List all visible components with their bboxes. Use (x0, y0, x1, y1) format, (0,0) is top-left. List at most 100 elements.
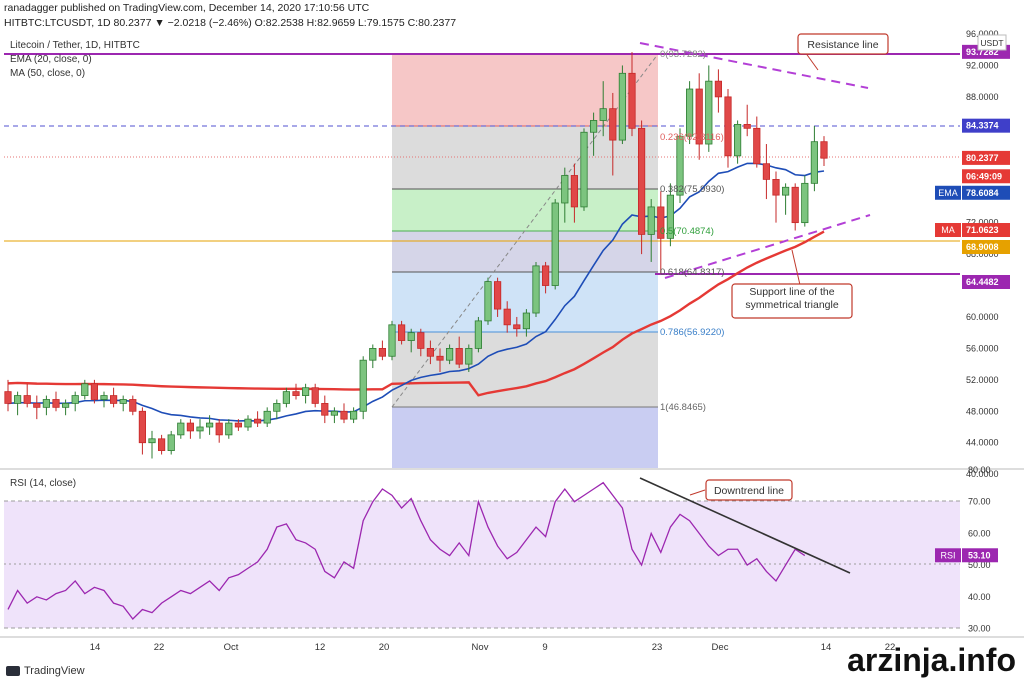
candle[interactable] (618, 65, 627, 145)
candle[interactable] (820, 136, 828, 167)
candle[interactable] (724, 89, 732, 168)
candle[interactable] (359, 356, 367, 420)
support-callout: Support line of the symmetrical triangle (731, 249, 853, 319)
candle[interactable] (196, 419, 204, 439)
candle[interactable] (734, 120, 742, 164)
candle[interactable] (474, 316, 483, 353)
candle[interactable] (292, 383, 300, 400)
candle[interactable] (110, 387, 118, 408)
candle[interactable] (436, 348, 444, 372)
candle[interactable] (561, 167, 569, 223)
candle[interactable] (301, 383, 310, 404)
candle[interactable] (253, 411, 262, 427)
candle[interactable] (705, 65, 713, 152)
candle[interactable] (407, 328, 415, 353)
candle[interactable] (513, 316, 521, 337)
candle[interactable] (138, 407, 146, 455)
candle[interactable] (186, 419, 194, 439)
candle[interactable] (782, 183, 790, 215)
candle[interactable] (590, 112, 598, 156)
candle[interactable] (801, 175, 809, 227)
candle[interactable] (23, 383, 31, 408)
candle[interactable] (330, 407, 339, 424)
candles[interactable] (4, 52, 828, 459)
triangle-upper-line[interactable] (639, 42, 869, 89)
candle[interactable] (225, 419, 233, 439)
candle[interactable] (426, 340, 435, 365)
candle[interactable] (570, 163, 579, 223)
candle[interactable] (33, 395, 41, 420)
candle[interactable] (417, 328, 425, 357)
candle[interactable] (369, 344, 377, 369)
candle[interactable] (263, 407, 271, 427)
candle[interactable] (340, 403, 348, 424)
candle[interactable] (503, 301, 511, 333)
candle[interactable] (177, 419, 185, 439)
candle[interactable] (628, 52, 636, 137)
tradingview-logo[interactable]: TradingView (6, 665, 85, 677)
candle[interactable] (666, 183, 675, 247)
candle[interactable] (676, 128, 684, 203)
candle[interactable] (484, 277, 492, 325)
candle[interactable] (599, 81, 607, 137)
candle[interactable] (129, 395, 137, 416)
candle[interactable] (647, 199, 655, 262)
candle-body (743, 123, 751, 129)
candle[interactable] (52, 391, 60, 412)
candle[interactable] (532, 261, 540, 317)
candle[interactable] (321, 395, 329, 424)
candle[interactable] (609, 92, 617, 176)
candle[interactable] (455, 336, 463, 369)
candle[interactable] (13, 391, 22, 416)
candle[interactable] (205, 415, 214, 435)
candle[interactable] (657, 191, 665, 274)
candle[interactable] (542, 261, 550, 294)
candle[interactable] (157, 434, 166, 455)
candle[interactable] (743, 104, 751, 137)
candle[interactable] (42, 395, 51, 416)
candle[interactable] (551, 199, 559, 290)
candle[interactable] (234, 419, 242, 431)
candle[interactable] (119, 395, 127, 412)
candle[interactable] (167, 430, 175, 455)
candle[interactable] (378, 340, 387, 361)
candle[interactable] (397, 320, 406, 345)
candle[interactable] (686, 81, 694, 145)
price-axis[interactable]: 96.000092.000088.000084.000080.000076.00… (935, 29, 1010, 479)
candle[interactable] (465, 344, 473, 372)
downtrend-line[interactable] (639, 477, 851, 574)
triangle-lower-line[interactable] (664, 214, 871, 279)
legend-ema: EMA (20, close, 0) (10, 54, 92, 65)
candle[interactable] (311, 383, 319, 408)
candle[interactable] (244, 415, 252, 431)
candle[interactable] (445, 344, 454, 365)
fib-retracement[interactable] (391, 53, 659, 468)
candle[interactable] (81, 379, 89, 400)
candle[interactable] (638, 120, 646, 255)
candle[interactable] (791, 183, 799, 231)
candle[interactable] (522, 309, 531, 337)
candle[interactable] (71, 391, 79, 412)
candle-body (234, 422, 242, 428)
candle[interactable] (90, 379, 98, 404)
candle[interactable] (215, 419, 223, 443)
candle[interactable] (695, 73, 703, 160)
candle[interactable] (282, 387, 291, 408)
candle[interactable] (148, 430, 156, 459)
candle[interactable] (772, 171, 780, 223)
candle[interactable] (273, 399, 281, 420)
candle[interactable] (100, 391, 108, 408)
candle[interactable] (388, 320, 396, 361)
candle[interactable] (580, 128, 588, 211)
candle[interactable] (762, 144, 771, 200)
candle[interactable] (714, 69, 723, 113)
candle[interactable] (4, 379, 12, 412)
candle[interactable] (753, 116, 761, 168)
candle[interactable] (62, 399, 70, 416)
x-axis[interactable]: 14 22 Oct 12 20 Nov 9 23 Dec 14 22 (90, 642, 896, 653)
candle[interactable] (349, 407, 358, 424)
rsi-axis[interactable]: 80.00 70.00 60.00 50.00 40.00 30.00 RSI 53.10 (935, 465, 998, 634)
candle[interactable] (810, 125, 819, 192)
candle[interactable] (493, 277, 502, 317)
